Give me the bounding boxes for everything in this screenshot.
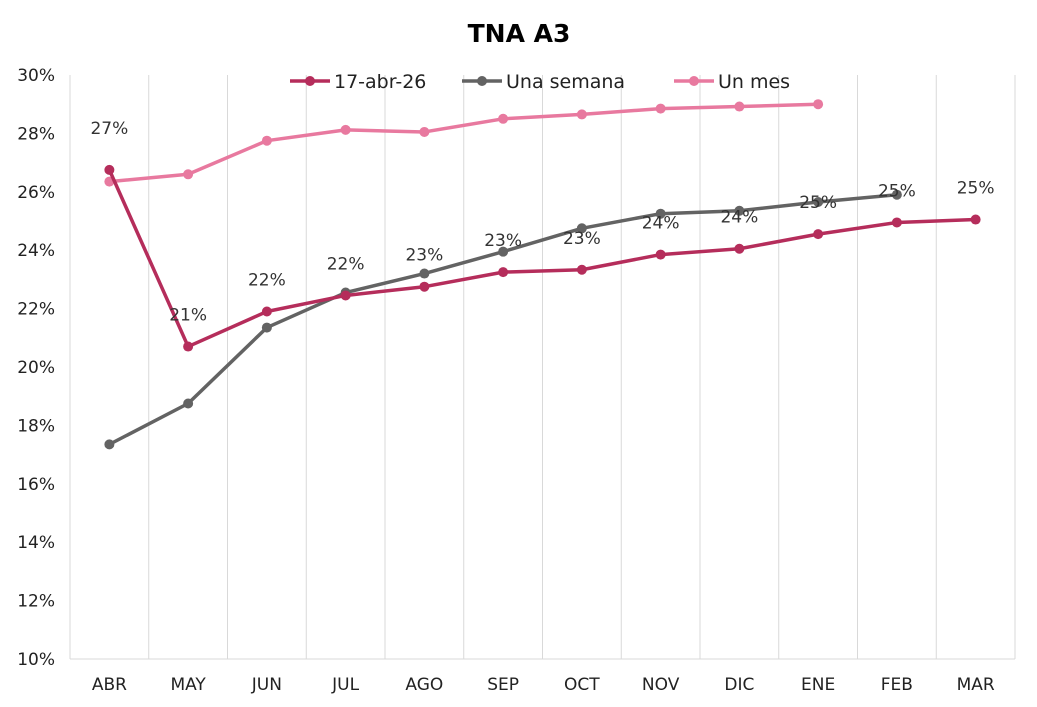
- x-tick-label: OCT: [564, 675, 600, 695]
- data-point: [813, 229, 824, 240]
- series-0: [104, 164, 981, 352]
- data-point: [891, 217, 902, 228]
- x-tick-label: ABR: [92, 675, 127, 695]
- legend-item: Una semana: [462, 71, 625, 93]
- data-point: [734, 205, 745, 216]
- series: [104, 99, 981, 450]
- data-label: 23%: [484, 231, 522, 251]
- data-label: 27%: [90, 119, 128, 139]
- data-point: [261, 322, 272, 333]
- data-point: [576, 223, 587, 234]
- data-label: 21%: [169, 306, 207, 326]
- y-tick-label: 20%: [17, 358, 55, 378]
- data-point: [576, 109, 587, 120]
- x-tick-label: ENE: [801, 675, 835, 695]
- data-label: 25%: [878, 181, 916, 201]
- y-tick-label: 14%: [17, 533, 55, 553]
- data-label: 24%: [720, 208, 758, 228]
- y-tick-label: 10%: [17, 650, 55, 670]
- axes: 10% 12% 14% 16% 18% 20% 22% 24% 26% 28% 30% ABR MAY J…: [17, 66, 995, 695]
- data-point: [655, 103, 666, 114]
- series-1: [104, 189, 902, 450]
- data-label: 25%: [799, 193, 837, 213]
- legend-label: Una semana: [506, 71, 625, 93]
- series-line: [107, 169, 976, 349]
- data-point: [261, 135, 272, 146]
- data-point: [655, 208, 666, 219]
- x-tick-label: DIC: [724, 675, 754, 695]
- legend: 17-abr-26 Una semana Un mes: [290, 71, 790, 93]
- x-tick-label: FEB: [881, 675, 913, 695]
- data-point: [419, 268, 430, 279]
- gridlines: [69, 75, 1016, 660]
- data-point: [419, 281, 430, 292]
- x-tick-label: NOV: [642, 675, 680, 695]
- data-point: [891, 189, 902, 200]
- x-tick-label: JUL: [331, 675, 359, 695]
- legend-label: 17-abr-26: [334, 71, 426, 93]
- data-point: [340, 290, 351, 301]
- data-point: [183, 169, 194, 180]
- data-point: [104, 164, 115, 175]
- data-label: 24%: [642, 214, 680, 234]
- data-point: [734, 101, 745, 112]
- y-tick-label: 24%: [17, 241, 55, 261]
- data-point: [419, 126, 430, 137]
- data-point: [813, 197, 824, 208]
- legend-item: Un mes: [674, 71, 790, 93]
- data-label: 23%: [405, 246, 443, 266]
- data-point: [498, 246, 509, 257]
- data-point: [498, 113, 509, 124]
- data-point: [655, 249, 666, 260]
- legend-item: 17-abr-26: [290, 71, 426, 93]
- x-tick-label: AGO: [405, 675, 443, 695]
- series-line: [109, 102, 819, 184]
- chart-title: TNA A3: [468, 19, 571, 48]
- y-tick-label: 18%: [17, 416, 55, 436]
- legend-label: Un mes: [718, 71, 790, 93]
- data-point: [498, 267, 509, 278]
- y-tick-label: 26%: [17, 183, 55, 203]
- data-label: 22%: [248, 271, 286, 291]
- x-tick-label: MAR: [957, 675, 995, 695]
- data-point: [970, 214, 981, 225]
- data-point: [104, 439, 115, 450]
- x-tick-label: SEP: [487, 675, 519, 695]
- y-tick-label: 12%: [17, 592, 55, 612]
- y-tick-label: 22%: [17, 300, 55, 320]
- legend-swatch-marker: [477, 76, 487, 86]
- data-point: [183, 341, 194, 352]
- data-point: [576, 264, 587, 275]
- data-labels: 27% 21% 22% 22% 23% 23% 23% 24% 24% 25% 25% 25%: [90, 119, 994, 326]
- data-point: [183, 398, 194, 409]
- data-point: [261, 306, 272, 317]
- data-label: 23%: [563, 229, 601, 249]
- y-tick-label: 30%: [17, 66, 55, 86]
- data-label: 22%: [327, 254, 365, 274]
- y-tick-label: 16%: [17, 475, 55, 495]
- data-label: 25%: [957, 179, 995, 199]
- data-point: [734, 243, 745, 254]
- data-point: [813, 99, 824, 110]
- x-tick-label: JUN: [251, 675, 282, 695]
- legend-swatch-marker: [689, 76, 699, 86]
- legend-swatch-marker: [305, 76, 315, 86]
- x-tick-label: MAY: [170, 675, 206, 695]
- y-tick-label: 28%: [17, 124, 55, 144]
- data-point: [340, 124, 351, 135]
- series-2: [104, 99, 824, 187]
